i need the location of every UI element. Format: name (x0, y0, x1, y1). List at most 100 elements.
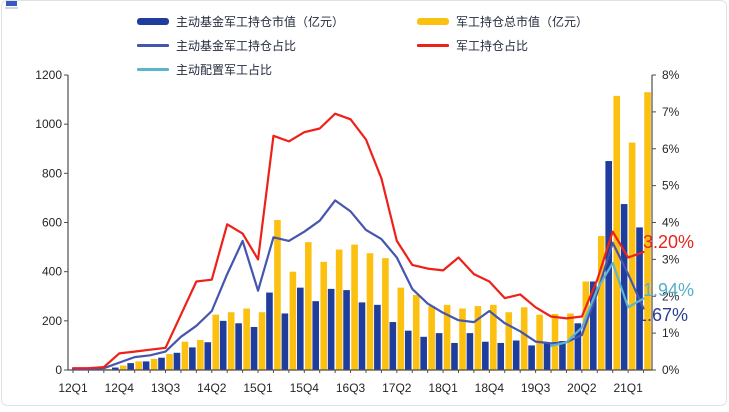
legend-item-alloc-ratio: 主动配置军工占比 (137, 61, 272, 77)
corner-artifact-shadow (5, 7, 18, 9)
bar-total (166, 354, 173, 370)
bar-total (181, 341, 189, 370)
bar-active-fund (189, 347, 196, 370)
left-axis-label: 0 (55, 363, 62, 377)
x-axis-label: 18Q1 (428, 381, 458, 395)
bar-active-fund (142, 361, 150, 370)
legend-swatch-yellow-bar (417, 17, 449, 25)
bar-total (490, 304, 497, 370)
bar-total (505, 312, 513, 370)
legend-label: 军工持仓占比 (456, 38, 529, 53)
bar-active-fund (250, 326, 258, 370)
bar-active-fund (358, 302, 366, 370)
bar-active-fund (327, 288, 335, 370)
x-axis-label: 19Q3 (521, 381, 551, 395)
x-axis-label: 15Q1 (243, 381, 273, 395)
bar-total (551, 313, 559, 370)
left-axis-label: 1000 (35, 117, 62, 131)
left-axis-label: 1200 (35, 68, 62, 82)
bar-active-fund (435, 333, 443, 370)
bar-active-fund (605, 161, 612, 370)
bar-active-fund (528, 345, 535, 370)
left-axis-label: 200 (42, 314, 62, 328)
legend-item-active-mv: 主动基金军工持仓市值（亿元） (137, 13, 344, 29)
legend-label: 军工持仓总市值（亿元） (456, 14, 589, 29)
right-axis-label: 1% (662, 326, 680, 340)
legend-swatch-red-line (417, 43, 449, 47)
bar-active-fund (173, 352, 181, 370)
bar-total (289, 271, 297, 370)
x-axis-label: 18Q4 (475, 381, 505, 395)
x-axis-label: 20Q2 (567, 381, 597, 395)
bar-active-fund (404, 330, 412, 370)
left-axis-label: 400 (42, 265, 62, 279)
bar-active-fund (620, 204, 628, 370)
bar-total (443, 304, 451, 370)
bar-active-fund (281, 313, 289, 370)
bar-active-fund (482, 341, 489, 370)
bar-active-fund (312, 301, 320, 370)
right-axis-label: 5% (662, 179, 680, 193)
bar-total (135, 361, 142, 370)
bar-total (212, 314, 220, 370)
corner-artifact (6, 1, 17, 6)
bar-total (520, 307, 528, 370)
bar-total (459, 308, 466, 370)
x-axis-label: 15Q4 (290, 381, 320, 395)
bar-total (567, 313, 574, 370)
bar-active-fund (589, 281, 597, 370)
right-axis-label: 3% (662, 252, 680, 266)
bar-total (351, 244, 358, 370)
ratio-line (71, 112, 645, 370)
bar-total (597, 236, 605, 370)
bar-total (119, 365, 127, 370)
bar-active-fund (111, 367, 119, 370)
right-axis-label: 7% (662, 105, 680, 119)
bar-active-fund (389, 322, 397, 370)
bar-active-fund (219, 320, 227, 370)
bar-total (320, 261, 328, 370)
bar-active-fund (374, 304, 381, 370)
legend-swatch-blue-line (137, 43, 169, 47)
legend-swatch-darkblue-bar (137, 17, 169, 25)
left-axis-label: 600 (42, 216, 62, 230)
bar-active-fund (466, 333, 474, 370)
bar-total (412, 295, 420, 370)
bar-total (274, 220, 281, 370)
x-axis-label: 12Q1 (58, 381, 88, 395)
legend-item-active-ratio: 主动基金军工持仓占比 (137, 37, 296, 53)
bar-active-fund (266, 292, 273, 370)
bar-active-fund (559, 340, 566, 370)
bar-active-fund (512, 340, 520, 370)
bar-active-fund (451, 342, 458, 370)
legend-label: 主动配置军工占比 (176, 62, 273, 77)
bar-active-fund (574, 323, 582, 370)
bar-active-fund (497, 342, 505, 370)
bar-active-fund (204, 342, 212, 370)
bar-active-fund (543, 343, 551, 370)
annotation-active-ratio: 1.67% (637, 305, 689, 325)
bar-active-fund (235, 323, 242, 370)
ratio-line (71, 199, 645, 371)
bar-active-fund (297, 287, 304, 370)
left-axis-label: 800 (42, 166, 62, 180)
bar-total (382, 258, 389, 370)
bar-total (613, 95, 620, 370)
bar-total (335, 249, 343, 370)
annotation-alloc-ratio: 1.94% (643, 280, 695, 300)
annotation-total-ratio: 3.20% (643, 232, 695, 252)
x-axis-label: 16Q3 (336, 381, 366, 395)
legend-item-total-ratio: 军工持仓占比 (417, 37, 528, 53)
x-axis-label: 21Q1 (613, 381, 643, 395)
bar-total (644, 92, 651, 370)
legend-swatch-teal-line (137, 67, 169, 71)
bar-total (227, 312, 235, 370)
right-axis-label: 6% (662, 142, 680, 156)
x-axis-label: 14Q2 (197, 381, 227, 395)
bar-active-fund (420, 336, 427, 370)
x-axis-label: 17Q2 (382, 381, 412, 395)
right-axis-label: 4% (662, 216, 680, 230)
legend-label: 主动基金军工持仓占比 (176, 38, 297, 53)
bar-total (258, 312, 266, 370)
